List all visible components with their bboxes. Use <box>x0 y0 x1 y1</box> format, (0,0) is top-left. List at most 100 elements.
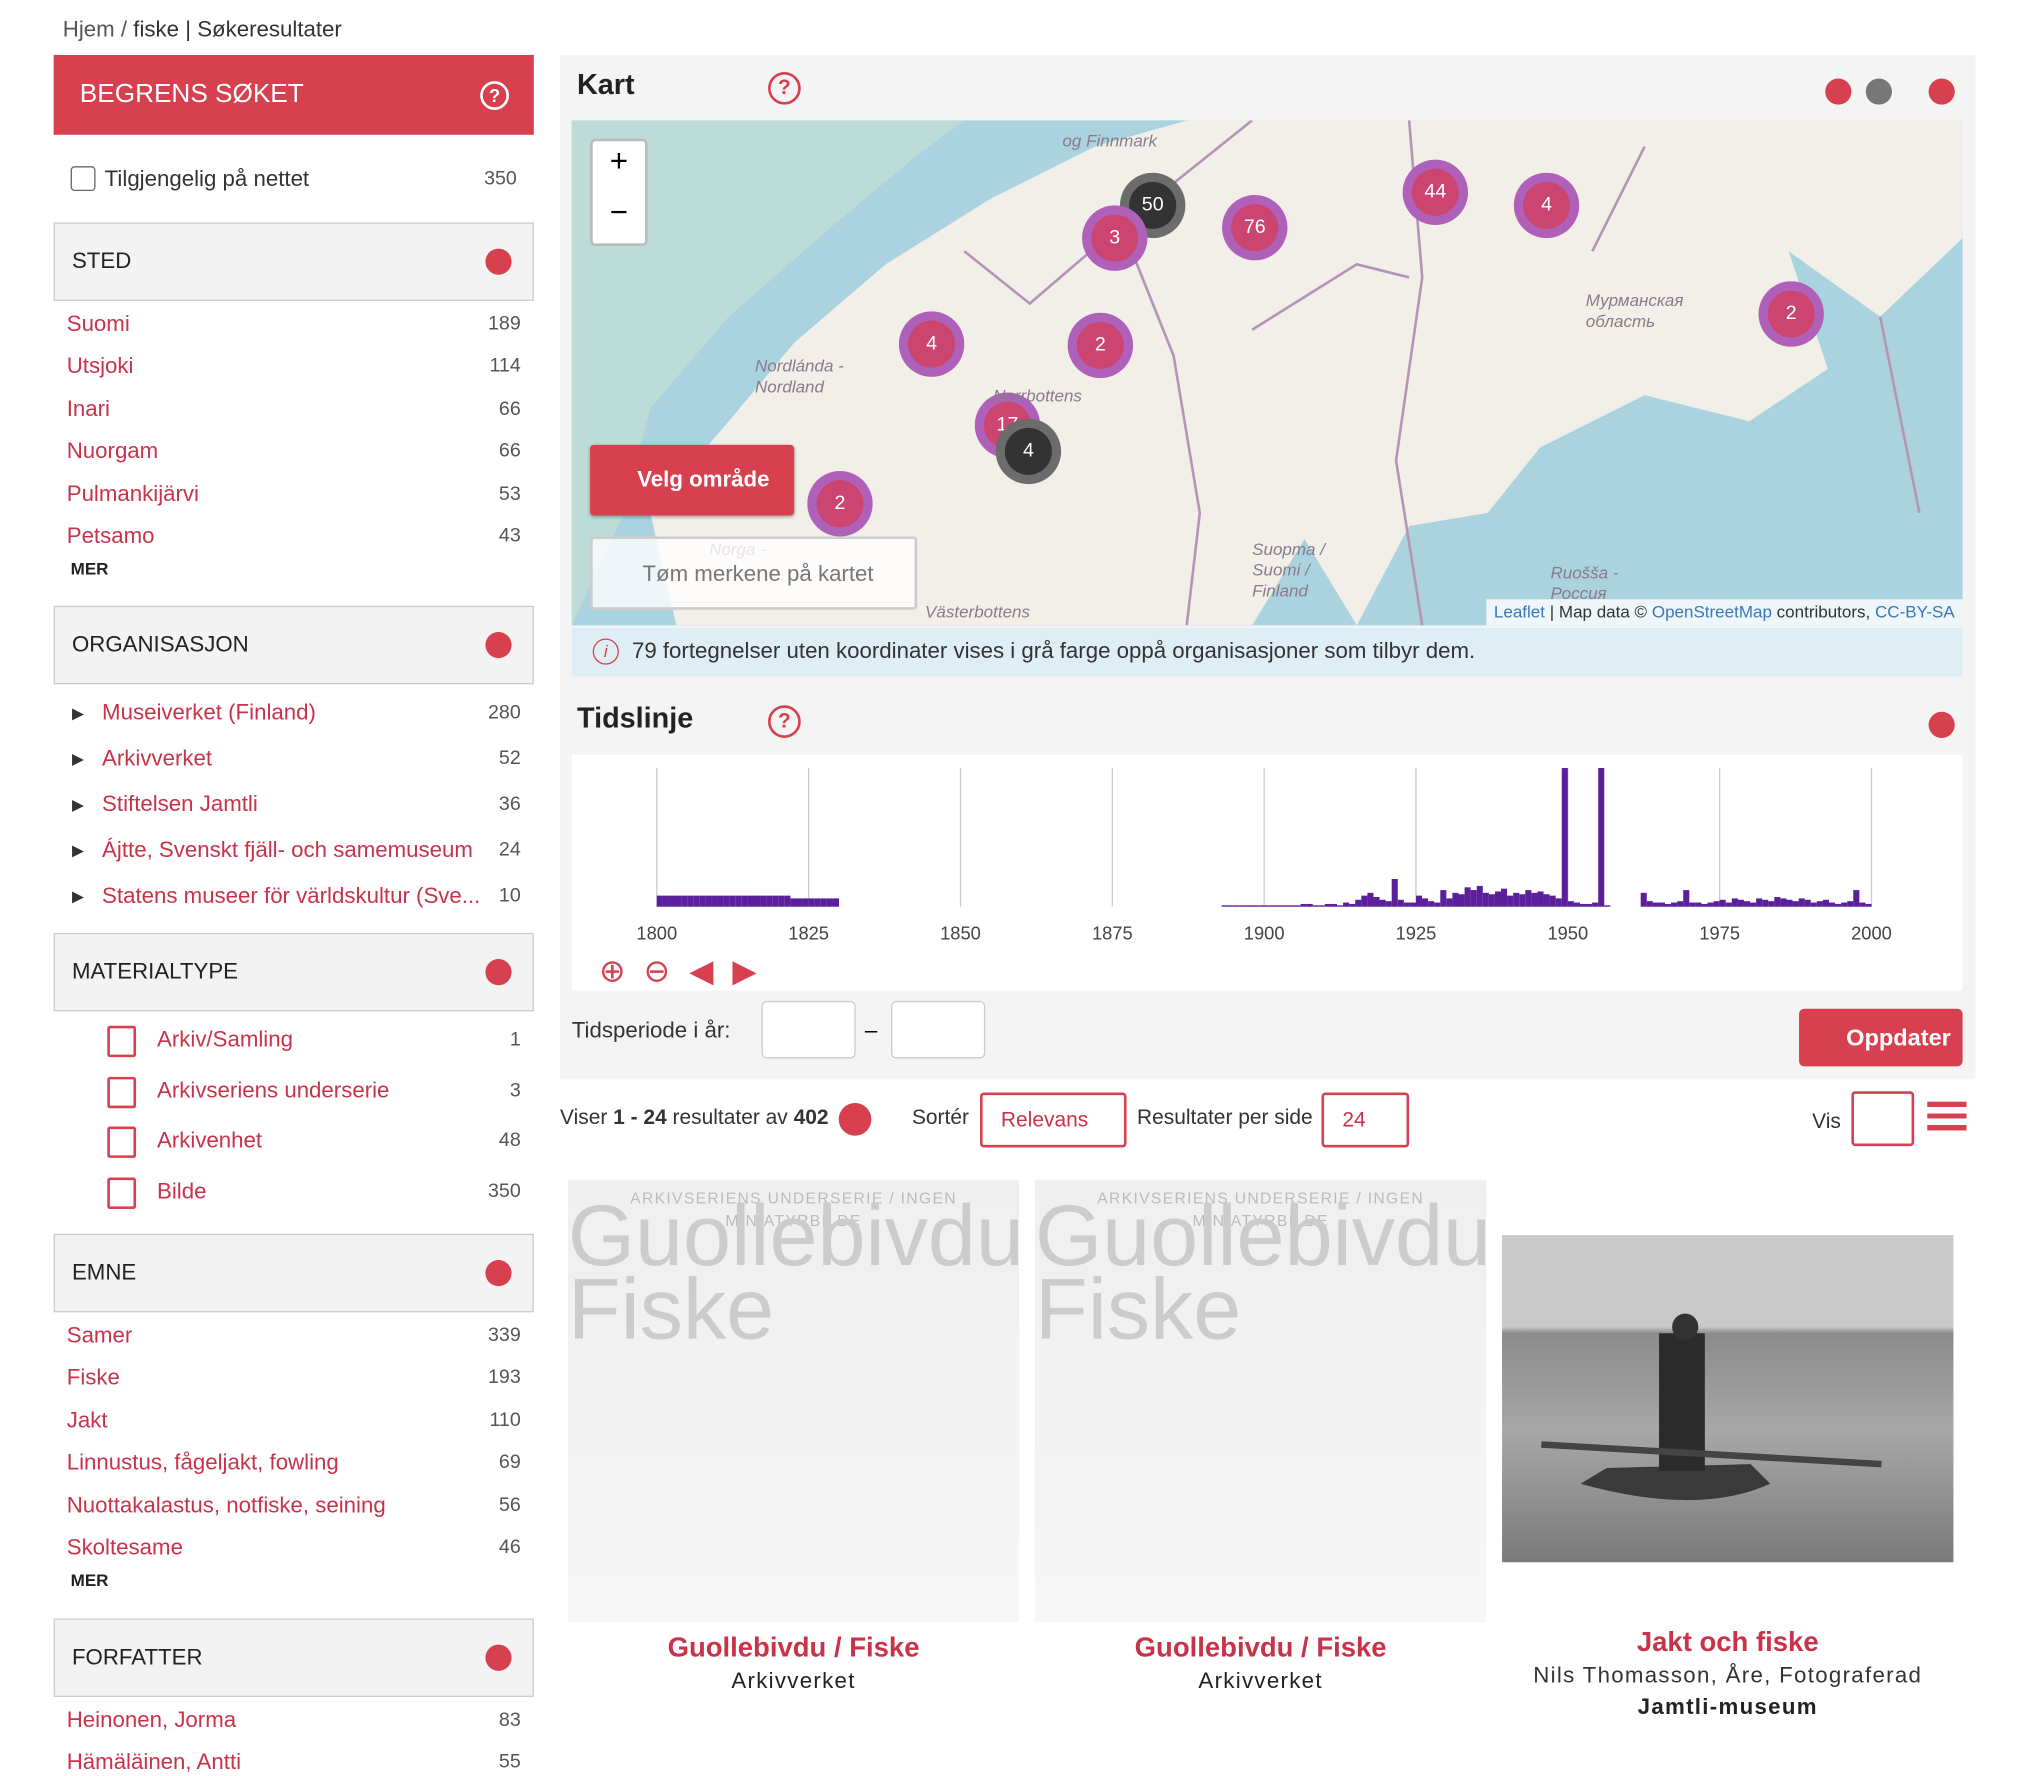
next-button[interactable] <box>838 1102 872 1136</box>
update-button[interactable]: Oppdater <box>1799 1008 1963 1067</box>
bar <box>711 895 718 907</box>
bar <box>1750 902 1757 907</box>
facet-item[interactable]: Nuottakalastus, notfiske, seining <box>66 1492 386 1518</box>
from-year-input[interactable] <box>761 1000 856 1059</box>
facet-item[interactable]: Arkivverket <box>102 745 213 771</box>
facet-item[interactable]: Suomi <box>66 311 130 337</box>
facet-count: 36 <box>498 792 521 816</box>
bar <box>699 895 706 907</box>
help-icon[interactable]: ? <box>768 705 801 738</box>
online-label[interactable]: Tilgjengelig på nettet <box>104 166 310 192</box>
bar <box>1252 905 1259 907</box>
map[interactable]: + − 503764442421742og FinnmarkNordlánda … <box>571 120 1963 626</box>
place-label: Norrbottens <box>993 385 1082 406</box>
facet-item[interactable]: Petsamo <box>66 523 155 549</box>
bar <box>1415 895 1423 907</box>
facet-item[interactable]: Statens museer för världskultur (Sve... <box>102 883 481 909</box>
facet-item[interactable]: Hämäläinen, Antti <box>66 1749 242 1775</box>
facet-item[interactable]: Arkiv/Samling <box>157 1027 293 1052</box>
bar <box>1822 899 1829 907</box>
facet-item[interactable]: Linnustus, fågeljakt, fowling <box>66 1449 339 1475</box>
bar <box>1464 887 1471 907</box>
collapse-button[interactable] <box>1928 78 1955 105</box>
zoom-in[interactable]: + <box>609 143 629 180</box>
card-title[interactable]: Guollebivdu / Fiske <box>1134 1632 1387 1663</box>
expand-caret: ▶ <box>71 703 85 723</box>
facet-header[interactable]: STED <box>53 222 534 301</box>
facet-item[interactable]: Skoltesame <box>66 1534 183 1560</box>
cluster-marker[interactable]: 2 <box>1758 281 1824 347</box>
facet-item[interactable]: Arkivseriens underserie <box>157 1077 390 1103</box>
text: Viser <box>559 1106 608 1130</box>
cluster-marker[interactable]: 44 <box>1402 159 1469 226</box>
bar <box>1579 903 1587 907</box>
facet-item[interactable]: Jakt <box>66 1407 108 1433</box>
facet-item[interactable]: Fiske <box>66 1365 120 1391</box>
link[interactable]: Leaflet <box>1493 601 1546 622</box>
timeline-control[interactable]: ⊖ <box>644 953 670 988</box>
online-checkbox[interactable] <box>70 166 96 192</box>
place-label: Мурманская область <box>1585 290 1684 332</box>
card-title[interactable]: Guollebivdu / Fiske <box>667 1632 920 1663</box>
facet-item[interactable]: Stiftelsen Jamtli <box>102 791 258 817</box>
facet-item[interactable]: Bilde <box>157 1178 207 1204</box>
link[interactable]: CC-BY-SA <box>1875 601 1955 622</box>
select-area-button[interactable]: Velg område <box>590 444 795 516</box>
per-page-select[interactable]: 24 <box>1321 1092 1410 1148</box>
facet-header[interactable]: EMNE <box>53 1233 534 1313</box>
facet-count: 69 <box>498 1451 521 1474</box>
facet-item[interactable]: Museiverket (Finland) <box>102 699 316 725</box>
cluster-marker[interactable]: 76 <box>1222 194 1288 261</box>
cluster-marker[interactable]: 4 <box>898 311 965 377</box>
map-shrink[interactable] <box>1865 78 1892 105</box>
clear-marks-button[interactable]: Tøm merkene på kartet <box>590 536 918 610</box>
to-year-input[interactable] <box>891 1000 986 1059</box>
timeline-control[interactable]: ◀ <box>689 953 713 988</box>
facet-header[interactable]: ORGANISASJON <box>53 605 534 685</box>
cluster-marker[interactable]: 4 <box>1513 172 1580 239</box>
timeline-control[interactable]: ▶ <box>732 953 756 988</box>
zoom-out[interactable]: − <box>609 194 629 231</box>
breadcrumb: Hjem / fiske | Søkeresultater <box>63 17 342 43</box>
bar <box>1786 899 1793 907</box>
expand-caret: ▶ <box>71 887 85 906</box>
facet-item[interactable]: Pulmankijärvi <box>66 480 199 506</box>
cluster-marker[interactable]: 2 <box>1067 312 1134 379</box>
cluster-marker[interactable]: 2 <box>807 471 873 537</box>
facet-item[interactable]: Arkivenhet <box>157 1128 263 1153</box>
sort-select[interactable]: Relevans <box>979 1092 1127 1148</box>
cluster-marker[interactable]: 3 <box>1082 205 1148 271</box>
facet-title: FORFATTER <box>71 1644 203 1670</box>
facet-item[interactable]: Heinonen, Jorma <box>66 1707 237 1733</box>
collapse-button[interactable] <box>1928 711 1955 738</box>
timeline-control[interactable]: ⊕ <box>599 953 625 988</box>
bar <box>1349 903 1356 907</box>
map-enlarge[interactable] <box>1825 78 1852 105</box>
help-icon[interactable]: ? <box>480 81 509 110</box>
bar <box>1276 905 1283 907</box>
facet-header[interactable]: MATERIALTYPE <box>53 932 534 1012</box>
sidebar-title: BEGRENS SØKET <box>79 79 304 109</box>
facet-item[interactable]: Inari <box>66 396 111 422</box>
facet-item[interactable]: Utsjoki <box>66 353 134 379</box>
breadcrumb-home[interactable]: Hjem <box>62 17 115 42</box>
card-title[interactable]: Jakt och fiske <box>1636 1627 1819 1658</box>
grid-view-button[interactable] <box>1851 1091 1915 1147</box>
facet-item[interactable]: Nuorgam <box>66 438 159 464</box>
facet-header[interactable]: FORFATTER <box>53 1618 534 1697</box>
card-org: Jamtli-museum <box>1637 1694 1818 1720</box>
list-view-button[interactable] <box>1927 1101 1967 1131</box>
help-icon[interactable]: ? <box>768 71 801 105</box>
place-label: Suopma / Suomi / Finland <box>1252 539 1325 601</box>
cluster-marker[interactable]: 4 <box>995 418 1062 485</box>
bar <box>1403 902 1410 907</box>
facet-item[interactable]: Samer <box>66 1322 133 1348</box>
more-link[interactable]: MER <box>70 559 109 579</box>
bar <box>1555 898 1562 907</box>
thumbnail-photo[interactable] <box>1502 1235 1954 1563</box>
facet-item[interactable]: Ájtte, Svenskt fjäll- och samemuseum <box>102 837 473 863</box>
link[interactable]: OpenStreetMap <box>1651 601 1772 622</box>
bar <box>1221 905 1228 907</box>
more-link[interactable]: MER <box>70 1570 109 1591</box>
x-tick-label: 1825 <box>788 922 829 943</box>
